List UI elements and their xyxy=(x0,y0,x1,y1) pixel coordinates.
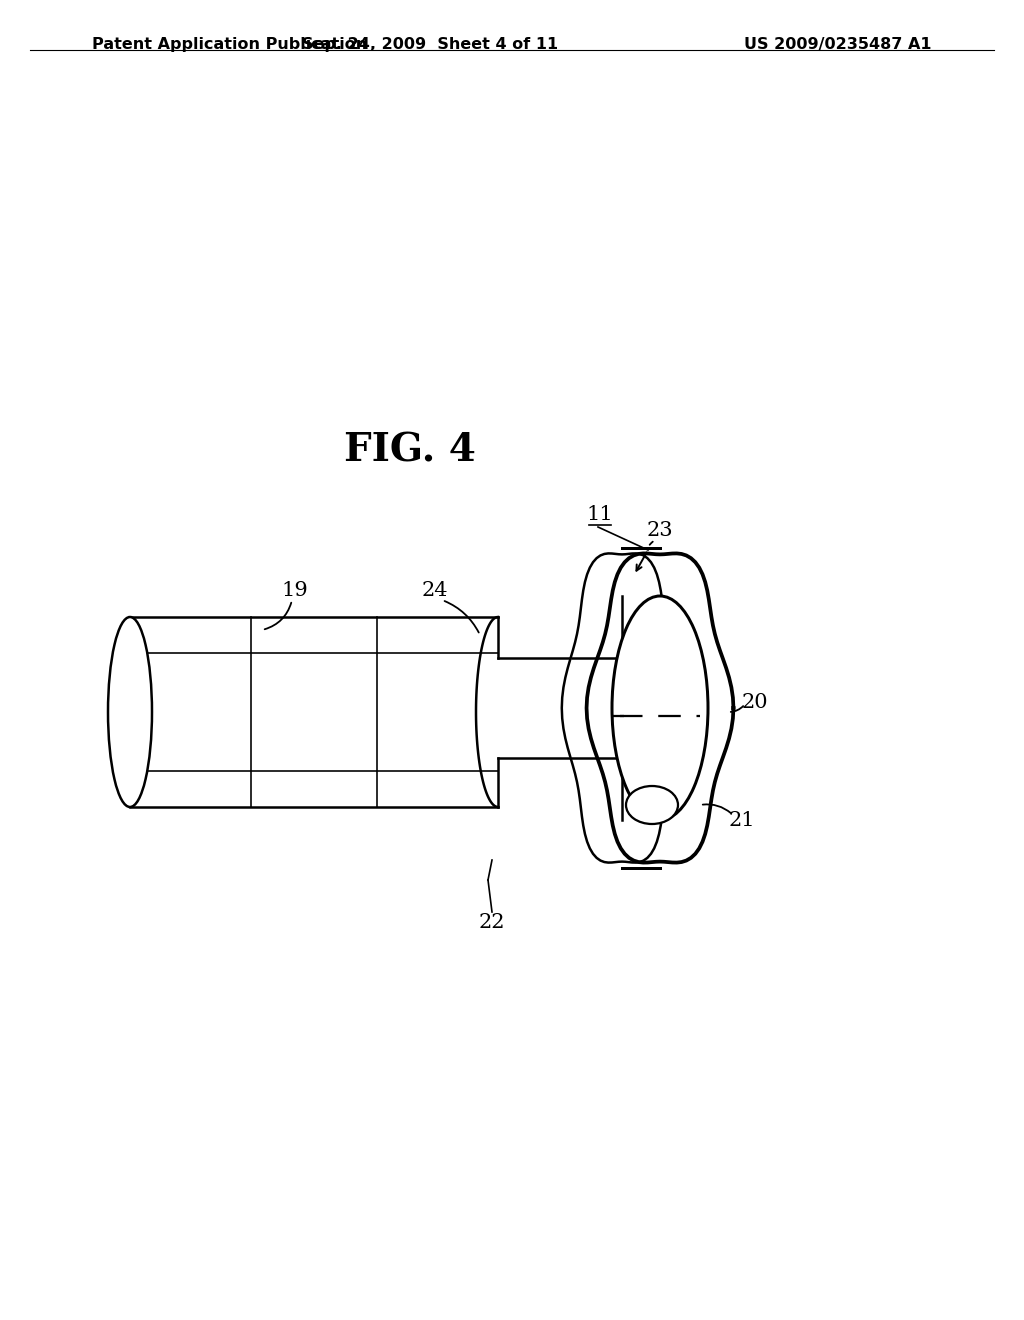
Polygon shape xyxy=(587,553,733,862)
Text: 21: 21 xyxy=(729,810,756,829)
Ellipse shape xyxy=(612,597,708,820)
Polygon shape xyxy=(572,657,624,758)
Text: 24: 24 xyxy=(422,581,449,599)
Polygon shape xyxy=(130,616,498,807)
Text: US 2009/0235487 A1: US 2009/0235487 A1 xyxy=(744,37,932,51)
Text: Sep. 24, 2009  Sheet 4 of 11: Sep. 24, 2009 Sheet 4 of 11 xyxy=(302,37,558,51)
Text: Patent Application Publication: Patent Application Publication xyxy=(92,37,368,51)
Polygon shape xyxy=(562,553,682,862)
Text: 11: 11 xyxy=(587,506,613,524)
Text: 22: 22 xyxy=(479,912,505,932)
Text: FIG. 4: FIG. 4 xyxy=(344,432,476,469)
Ellipse shape xyxy=(626,785,678,824)
Polygon shape xyxy=(498,657,572,758)
Text: 23: 23 xyxy=(647,520,674,540)
Ellipse shape xyxy=(108,616,152,807)
Text: 19: 19 xyxy=(282,581,308,599)
Text: 20: 20 xyxy=(741,693,768,711)
